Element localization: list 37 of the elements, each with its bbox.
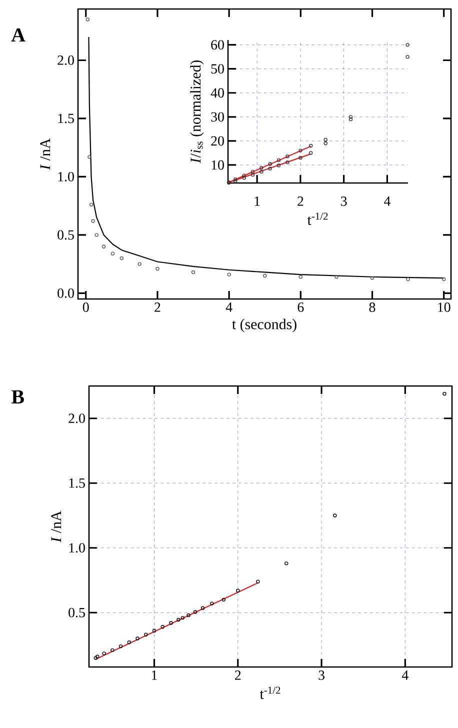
y-tick-label: 20 (211, 136, 224, 146)
x-tick-label: 4 (226, 302, 232, 312)
y-axis-title: I /nA (40, 138, 50, 170)
y-tick-label: 40 (210, 88, 224, 98)
x-tick-label: 6 (298, 302, 304, 312)
y-tick-label: 0.0 (58, 288, 74, 298)
x-tick-label: 10 (438, 302, 450, 312)
x-axis-title: t$^{-1/2}$ (307, 212, 328, 226)
y-tick-label: 0.5 (68, 608, 85, 618)
x-tick-label: 0 (82, 302, 89, 312)
y-tick-label: 50 (211, 64, 224, 74)
x-tick-label: 3 (340, 196, 347, 206)
text: A (11, 28, 26, 42)
x-tick-label: 4 (402, 670, 408, 680)
y-tick-label: 60 (211, 40, 224, 50)
x-tick-label: 8 (369, 302, 376, 312)
y-tick-label: 1.0 (69, 543, 85, 553)
y-tick-label: 0.5 (58, 230, 74, 240)
y-tick-label: 1.0 (58, 172, 74, 182)
y-tick-label: 1.5 (58, 114, 74, 124)
y-tick-label: 10 (212, 160, 224, 170)
y-tick-label: 1.5 (69, 478, 85, 488)
y-tick-label: 2.0 (58, 56, 74, 65)
y-axis-title: I /nA (51, 510, 62, 542)
x-tick-label: 3 (318, 670, 324, 680)
chart-title: B (12, 390, 24, 404)
x-tick-label: 1 (152, 670, 157, 680)
x-tick-label: 2 (298, 196, 304, 206)
y-tick-label: 2.0 (68, 414, 85, 424)
y-axis-title: I/i$_{ss}$ (normalized) (190, 60, 204, 164)
x-tick-label: 2 (154, 302, 160, 312)
x-axis-title: t (seconds) (232, 318, 296, 332)
x-tick-label: 2 (235, 670, 241, 680)
x-axis-title: t$^{-1/2}$ (260, 686, 280, 700)
x-tick-label: 1 (254, 196, 260, 206)
x-tick-label: 4 (384, 196, 390, 206)
y-tick-label: 30 (211, 112, 224, 122)
